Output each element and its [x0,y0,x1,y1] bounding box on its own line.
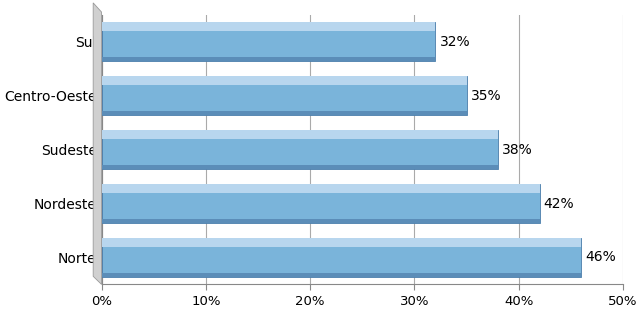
Text: 42%: 42% [544,197,575,211]
Bar [101,130,498,169]
Bar [101,184,540,193]
Polygon shape [93,3,101,285]
Text: 35%: 35% [471,89,501,103]
Bar [101,130,498,139]
Bar [101,22,435,61]
Bar [101,165,498,169]
Bar [101,22,435,31]
Bar [101,57,435,61]
Bar [101,76,467,115]
Text: 32%: 32% [440,35,470,49]
Bar [101,184,540,223]
Bar [101,273,582,277]
Bar [101,76,467,85]
Text: 38%: 38% [502,143,533,157]
Bar [101,238,582,246]
Bar [101,238,582,277]
Bar [101,111,467,115]
Bar [101,219,540,223]
Text: 46%: 46% [586,251,616,265]
